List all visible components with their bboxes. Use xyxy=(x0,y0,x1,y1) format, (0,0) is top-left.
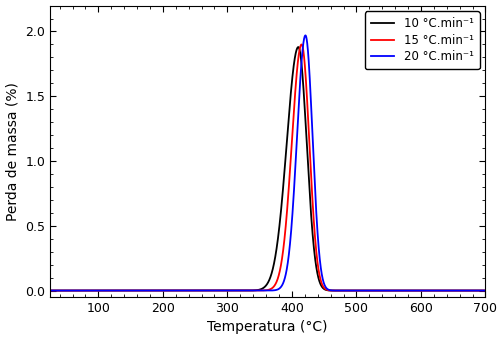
Line: 15 °C.min⁻¹: 15 °C.min⁻¹ xyxy=(50,45,485,291)
X-axis label: Temperatura (°C): Temperatura (°C) xyxy=(207,320,328,335)
Line: 20 °C.min⁻¹: 20 °C.min⁻¹ xyxy=(50,35,485,291)
20 °C.min⁻¹ xyxy=(126,289,132,293)
10 °C.min⁻¹ xyxy=(126,289,132,293)
10 °C.min⁻¹ xyxy=(482,289,488,293)
15 °C.min⁻¹ xyxy=(47,289,53,293)
20 °C.min⁻¹ xyxy=(330,288,337,292)
15 °C.min⁻¹ xyxy=(308,176,314,180)
15 °C.min⁻¹ xyxy=(372,289,378,293)
10 °C.min⁻¹ xyxy=(47,289,53,293)
10 °C.min⁻¹ xyxy=(295,45,301,49)
15 °C.min⁻¹ xyxy=(330,289,337,293)
Y-axis label: Perda de massa (%): Perda de massa (%) xyxy=(6,82,20,221)
20 °C.min⁻¹ xyxy=(213,289,219,293)
10 °C.min⁻¹ xyxy=(332,289,338,293)
20 °C.min⁻¹ xyxy=(308,106,314,110)
Legend: 10 °C.min⁻¹, 15 °C.min⁻¹, 20 °C.min⁻¹: 10 °C.min⁻¹, 15 °C.min⁻¹, 20 °C.min⁻¹ xyxy=(365,12,479,69)
20 °C.min⁻¹ xyxy=(47,289,53,293)
10 °C.min⁻¹ xyxy=(372,289,378,293)
10 °C.min⁻¹ xyxy=(308,215,314,219)
10 °C.min⁻¹ xyxy=(213,289,219,293)
15 °C.min⁻¹ xyxy=(126,289,132,293)
20 °C.min⁻¹ xyxy=(482,289,488,293)
10 °C.min⁻¹ xyxy=(405,289,411,293)
15 °C.min⁻¹ xyxy=(405,289,411,293)
20 °C.min⁻¹ xyxy=(405,289,411,293)
20 °C.min⁻¹ xyxy=(302,33,308,37)
15 °C.min⁻¹ xyxy=(482,289,488,293)
15 °C.min⁻¹ xyxy=(299,42,305,47)
20 °C.min⁻¹ xyxy=(372,289,378,293)
Line: 10 °C.min⁻¹: 10 °C.min⁻¹ xyxy=(50,47,485,291)
10 °C.min⁻¹ xyxy=(330,289,337,293)
15 °C.min⁻¹ xyxy=(213,289,219,293)
